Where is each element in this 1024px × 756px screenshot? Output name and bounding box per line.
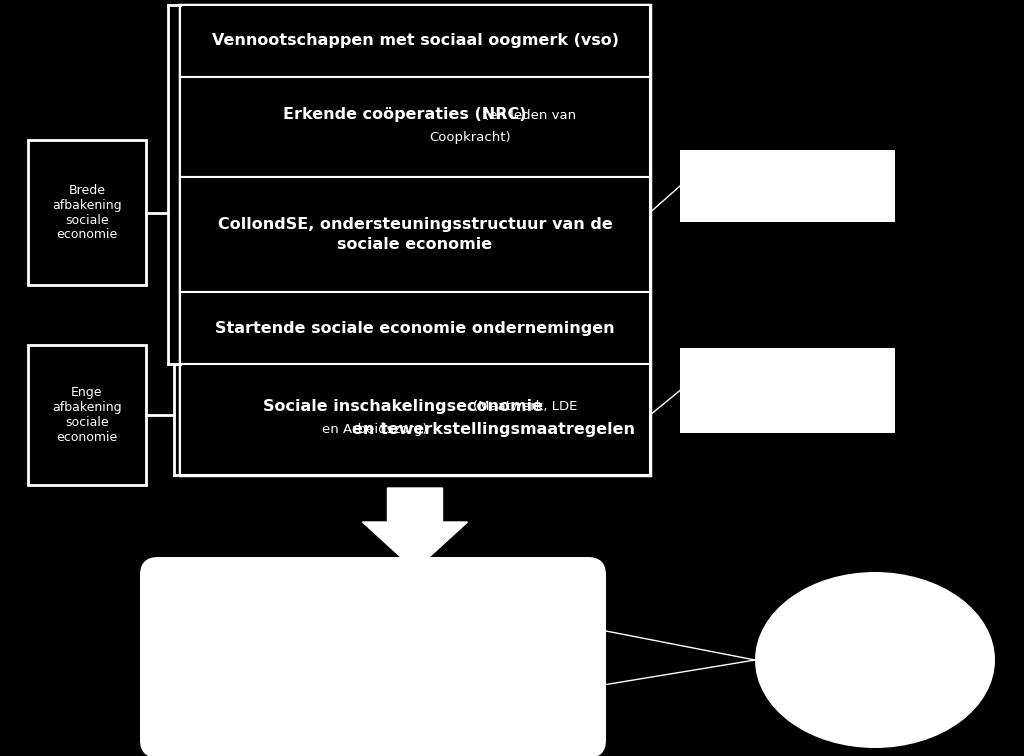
Text: CollondSE, ondersteuningsstructuur van de
sociale economie: CollondSE, ondersteuningsstructuur van d… [218,217,612,252]
FancyBboxPatch shape [0,0,27,756]
FancyBboxPatch shape [180,177,650,292]
FancyBboxPatch shape [680,150,895,222]
Text: Enge
afbakening
sociale
economie: Enge afbakening sociale economie [52,386,122,444]
Text: en tewerkstellingsmaatregelen: en tewerkstellingsmaatregelen [351,422,635,437]
FancyBboxPatch shape [28,140,146,285]
FancyBboxPatch shape [680,348,895,433]
Text: Coopkracht): Coopkracht) [429,131,511,144]
Ellipse shape [755,572,995,748]
Text: Erkende coöperaties (NRC): Erkende coöperaties (NRC) [284,107,526,122]
Text: Sociale inschakelingseconomie: Sociale inschakelingseconomie [263,399,543,414]
Text: en Arbeidszorg): en Arbeidszorg) [323,423,428,436]
FancyBboxPatch shape [180,364,650,475]
Text: (Maatwerk, LDE: (Maatwerk, LDE [473,400,578,413]
Text: Vennootschappen met sociaal oogmerk (vso): Vennootschappen met sociaal oogmerk (vso… [212,33,618,48]
FancyBboxPatch shape [180,5,650,475]
FancyBboxPatch shape [28,345,146,485]
FancyBboxPatch shape [140,557,606,756]
Text: Brede
afbakening
sociale
economie: Brede afbakening sociale economie [52,184,122,241]
Text: Startende sociale economie ondernemingen: Startende sociale economie ondernemingen [215,321,614,336]
Text: (en leden van: (en leden van [484,109,577,122]
Polygon shape [362,488,468,570]
FancyBboxPatch shape [180,77,650,177]
FancyBboxPatch shape [180,5,650,77]
FancyBboxPatch shape [180,292,650,364]
